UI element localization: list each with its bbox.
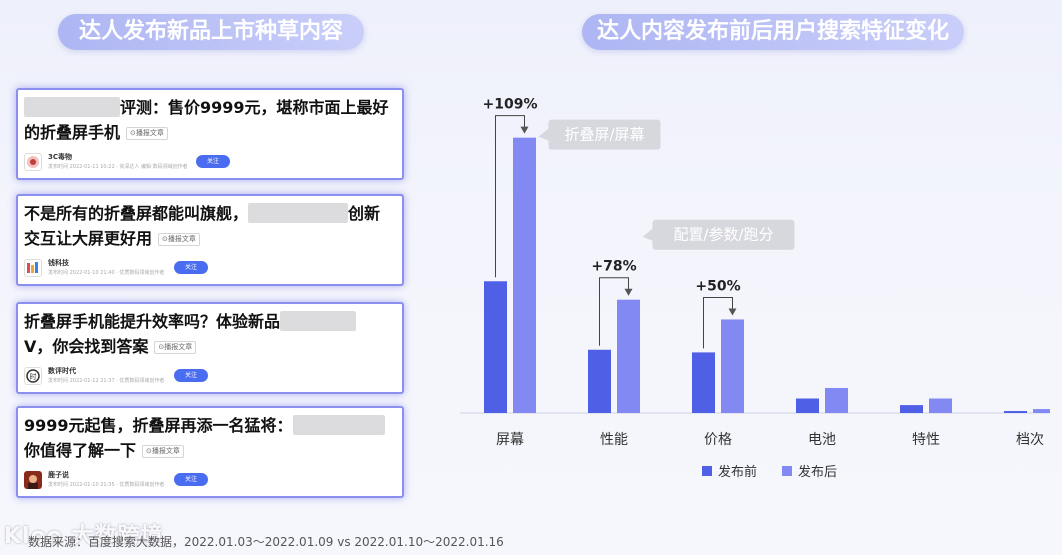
search-feature-bar-chart: 屏幕 性能 价格 电池 特性 档次 +109% +78% +50% 折叠屏/屏幕配置/参数/跑分发… xyxy=(460,97,1050,480)
avatar xyxy=(24,153,42,171)
avatar xyxy=(24,259,42,277)
follow-button[interactable]: 关注 xyxy=(174,261,208,274)
bar-after-2 xyxy=(721,319,744,413)
redacted-brand xyxy=(248,203,349,223)
publish-info: 发布时间 2022-01-11 10:22 · 资深达人 编辑·数码领域创作者 xyxy=(48,164,188,170)
growth-bracket xyxy=(495,115,525,278)
bar-after-3 xyxy=(825,387,848,413)
callout-pointer xyxy=(538,128,549,141)
redacted-brand xyxy=(24,97,120,117)
callout-text: 折叠屏/屏幕 xyxy=(564,126,644,144)
category-label: 电池 xyxy=(808,432,836,448)
article-tag: ⊙播报文章 xyxy=(154,341,197,354)
callout-box xyxy=(652,219,795,250)
bar-before-4 xyxy=(900,405,923,413)
article-card-2[interactable]: 不是所有的折叠屏都能叫旗舰， 创新 交互让大屏更好用 ⊙播报文章 钱科技 发布时间 … xyxy=(16,194,404,286)
growth-bracket xyxy=(703,296,733,349)
author-name: 鹿子说 xyxy=(48,471,69,479)
legend-swatch xyxy=(702,466,712,476)
category-label: 档次 xyxy=(1016,432,1044,448)
author-name: 钱科技 xyxy=(48,259,69,267)
avatar: 时 xyxy=(24,367,42,385)
callout-pointer xyxy=(642,228,653,241)
article-card-1[interactable]: 评测：售价9999元，堪称市面上最好 的折叠屏手机 ⊙播报文章 3C毒物 发布时间… xyxy=(16,88,404,180)
article-tag: ⊙播报文章 xyxy=(158,233,200,246)
article-card-3[interactable]: 折叠屏手机能提升效率吗？体验新品 V，你会找到答案 ⊙播报文章 时 数评时代 发布… xyxy=(16,302,404,394)
growth-label: +109% xyxy=(483,97,538,113)
article-headline: 评测：售价9999元，堪称市面上最好 的折叠屏手机 ⊙播报文章 xyxy=(24,97,389,142)
category-label: 性能 xyxy=(600,432,628,448)
bar-after-5 xyxy=(1033,409,1050,413)
article-headline: 9999元起售，折叠屏再添一名猛将： 你值得了解一下 ⊙播报文章 xyxy=(24,413,396,463)
growth-arrowhead xyxy=(728,308,737,316)
bar-after-0 xyxy=(513,137,536,413)
data-source-note: 数据来源：百度搜索大数据，2022.01.03～2022.01.09 vs 20… xyxy=(28,535,504,549)
article-meta: 时 数评时代 发布时间 2022-01-12 21:37 · 优质数码领域创作者 xyxy=(24,365,254,387)
growth-arrowhead xyxy=(624,288,633,296)
bar-before-3 xyxy=(796,398,819,413)
article-card-4[interactable]: 9999元起售，折叠屏再添一名猛将： 你值得了解一下 ⊙播报文章 鹿子说 发布时间… xyxy=(16,406,404,498)
growth-arrowhead xyxy=(520,126,529,134)
article-headline: 不是所有的折叠屏都能叫旗舰， 创新 交互让大屏更好用 ⊙播报文章 xyxy=(24,203,381,248)
growth-label: +50% xyxy=(695,278,740,294)
legend-swatch xyxy=(782,466,792,476)
follow-button[interactable]: 关注 xyxy=(174,369,208,382)
article-meta: 3C毒物 发布时间 2022-01-11 10:22 · 资深达人 编辑·数码领… xyxy=(24,151,254,173)
bar-before-5 xyxy=(1004,411,1027,413)
author-name: 数评时代 xyxy=(48,367,76,375)
bar-before-0 xyxy=(484,281,507,413)
article-meta: 鹿子说 发布时间 2022-01-10 21:35 · 优质数码领域创作者 xyxy=(24,469,254,491)
svg-text:时: 时 xyxy=(30,372,37,381)
bar-after-1 xyxy=(617,299,640,413)
right-panel-title: 达人内容发布前后用户搜索特征变化 xyxy=(582,14,964,50)
category-label: 屏幕 xyxy=(496,432,524,448)
redacted-brand xyxy=(280,311,357,331)
article-headline: 折叠屏手机能提升效率吗？体验新品 V，你会找到答案 ⊙播报文章 xyxy=(24,309,396,359)
publish-info: 发布时间 2022-01-10 21:35 · 优质数码领域创作者 xyxy=(48,482,165,488)
left-panel-title: 达人发布新品上市种草内容 xyxy=(58,14,364,50)
publish-info: 发布时间 2022-01-12 21:37 · 优质数码领域创作者 xyxy=(48,378,165,384)
category-label: 价格 xyxy=(704,432,732,448)
legend-label: 发布前 xyxy=(718,464,757,480)
growth-bracket xyxy=(599,277,629,346)
callout-box xyxy=(548,119,661,150)
follow-button[interactable]: 关注 xyxy=(174,473,208,486)
bar-before-1 xyxy=(588,349,611,413)
category-label: 特性 xyxy=(912,432,940,448)
bar-after-4 xyxy=(929,398,952,413)
bar-before-2 xyxy=(692,352,715,413)
article-tag: ⊙播报文章 xyxy=(126,127,168,140)
article-tag: ⊙播报文章 xyxy=(142,445,184,458)
publish-info: 发布时间 2022-01-10 21:40 · 优质数码领域创作者 xyxy=(48,270,165,276)
avatar xyxy=(24,471,42,489)
growth-label: +78% xyxy=(591,259,636,275)
callout-text: 配置/参数/跑分 xyxy=(673,226,773,244)
watermark-logo: Kloo 大数跨境 xyxy=(4,524,164,549)
redacted-brand xyxy=(292,415,385,435)
article-meta: 钱科技 发布时间 2022-01-10 21:40 · 优质数码领域创作者 xyxy=(24,257,254,279)
author-name: 3C毒物 xyxy=(48,153,73,161)
legend-label: 发布后 xyxy=(798,464,837,480)
follow-button[interactable]: 关注 xyxy=(196,155,230,168)
